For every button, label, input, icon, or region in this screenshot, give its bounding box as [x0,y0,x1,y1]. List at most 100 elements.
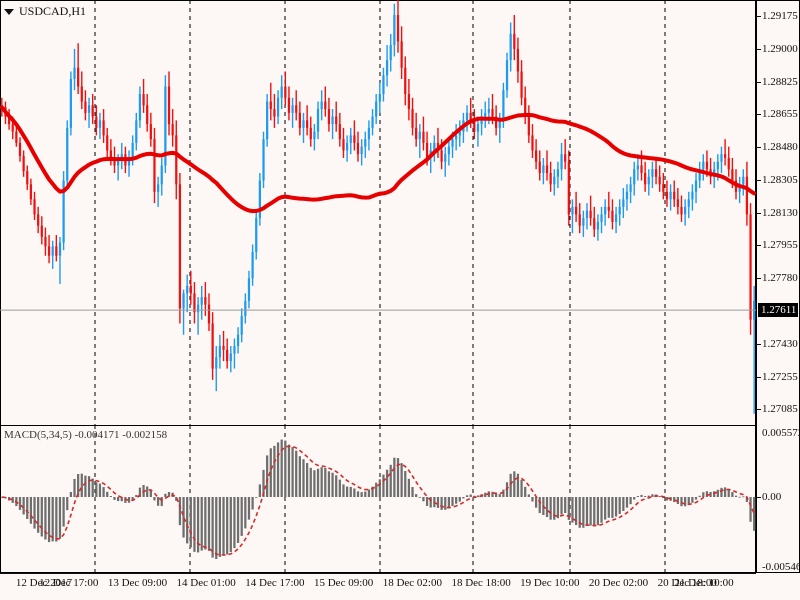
candle-body-bullish [636,165,640,170]
candle-body-bullish [164,86,167,166]
price-axis-label: 1.27780 [762,272,798,285]
macd-histogram-bar [116,497,120,502]
candle-body-bullish [509,33,512,61]
macd-histogram-bar [135,494,138,497]
price-axis-label: 1.28130 [762,206,798,219]
candle-body-bullish [378,94,381,102]
macd-histogram-bar [611,497,614,518]
candle-body-bullish [716,161,719,170]
candle-body-bullish [302,120,305,128]
macd-axis-label: -0.005465 [762,561,800,573]
symbol-header[interactable]: USDCAD,H1 [4,4,86,19]
macd-histogram-bar [353,488,356,497]
price-chart-canvas[interactable] [0,0,757,425]
candle-body-bullish [582,218,585,226]
macd-histogram-bar [91,478,94,497]
candle-body-bullish [385,60,389,76]
candle-body-bearish [727,157,730,170]
price-axis-label: 1.28825 [762,75,798,88]
macd-histogram-bar [720,487,723,497]
candle-body-bearish [324,101,327,110]
macd-histogram-bar [451,497,454,506]
macd-histogram-bar [484,492,487,497]
candle-body-bearish [193,293,196,313]
candle-body-bearish [335,116,338,125]
macd-histogram-bar [295,450,298,497]
macd-histogram-bar [687,497,690,505]
candle-body-bearish [338,124,341,140]
macd-indicator-panel[interactable] [0,425,756,573]
macd-histogram-bar [153,497,156,501]
candle-body-bearish [204,297,207,305]
macd-histogram-bar [51,497,54,542]
macd-histogram-bar [316,468,320,497]
macd-histogram-bar [516,473,520,497]
candle-body-bullish [186,285,189,294]
candle-body-bullish [560,154,563,170]
macd-histogram-bar [138,487,142,497]
macd-histogram-bar [745,497,749,502]
macd-histogram-bar [222,497,225,556]
macd-histogram-bar [585,497,589,526]
macd-histogram-bar [647,495,650,497]
candle-body-bearish [404,67,407,95]
macd-histogram-bar [607,497,610,518]
candle-body-bearish [7,116,11,125]
candle-body-bearish [84,101,87,113]
macd-histogram-bar [364,491,367,497]
macd-histogram-bar [156,497,160,506]
time-axis-label: 12 Dec 2017 [15,577,73,589]
macd-histogram-bar [691,497,694,503]
time-axis-label: 15 Dec 09:00 [313,577,374,589]
macd-histogram-bar [749,497,752,522]
candle-body-bearish [80,86,83,102]
candle-body-bearish [574,206,578,215]
macd-histogram-bar [560,497,563,515]
time-axis-label: 14 Dec 17:00 [245,577,305,589]
candle-body-bearish [407,94,411,110]
macd-histogram-bar [335,475,338,497]
candle-body-bearish [102,120,105,136]
candle-body-bullish [505,60,509,91]
price-tick [756,245,761,247]
candle-body-bearish [469,112,472,121]
candle-body-bearish [171,124,174,136]
candle-body-bearish [287,97,291,113]
candle-body-bearish [673,191,676,200]
time-axis-label: 20 Dec 02:00 [588,577,649,589]
macd-histogram-bar [644,496,647,497]
price-axis-label: 1.29000 [762,42,798,55]
candle-body-bullish [647,176,650,185]
candle-body-bullish [73,67,76,79]
caret-down-icon[interactable] [4,8,14,15]
price-axis-label: 1.27430 [762,338,798,351]
candle-body-bullish [571,206,574,215]
macd-histogram-bar [160,497,163,507]
macd-histogram-bar [425,497,429,506]
candle-body-bearish [189,285,192,294]
price-chart-panel[interactable] [0,0,756,425]
macd-histogram-bar [356,491,360,497]
macd-histogram-bar [244,497,247,529]
macd-histogram-bar [531,497,534,502]
price-tick [756,48,761,50]
candle-body-bullish [418,131,421,140]
macd-histogram-bar [331,472,334,497]
candle-body-bullish [69,78,73,128]
candle-body-bearish [342,139,345,151]
price-tick [756,15,761,17]
candle-body-bullish [447,146,451,155]
candle-body-bullish [247,278,251,301]
candle-body-bullish [498,120,501,128]
macd-histogram-bar [284,440,287,497]
macd-histogram-bar [629,497,632,505]
macd-histogram-bar [636,495,640,497]
macd-histogram-bar [556,497,560,519]
macd-histogram-bar [327,471,331,497]
candle-body-bearish [680,206,683,215]
candle-body-bearish [153,139,156,192]
macd-histogram-bar [127,497,131,503]
price-tick [756,81,761,83]
macd-tick [756,497,761,498]
macd-chart-canvas[interactable] [0,425,756,573]
